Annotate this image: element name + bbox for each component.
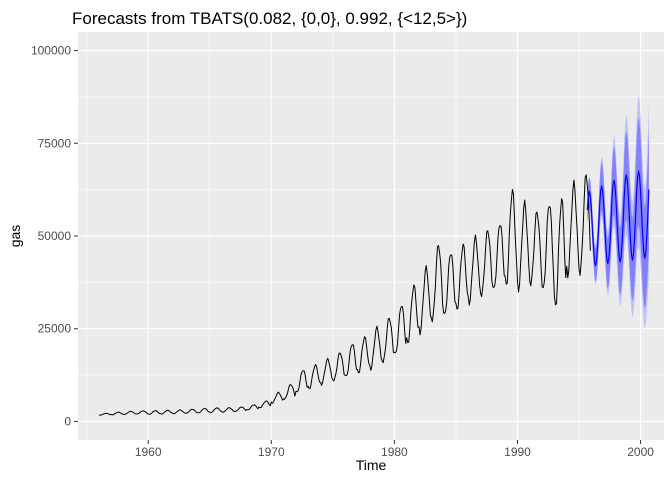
y-tick-label: 75000 [38,136,72,150]
chart-title: Forecasts from TBATS(0.082, {0,0}, 0.992… [72,9,467,28]
y-axis-title: gas [7,225,23,248]
x-tick-label: 1990 [504,445,531,459]
forecast-80-interval [587,116,649,309]
y-tick-label: 50000 [38,229,72,243]
gridlines [78,32,664,440]
observed-series-line [98,174,591,416]
y-tick-label: 0 [64,414,71,428]
pi80-band [587,116,649,309]
x-tick-label: 1960 [135,445,162,459]
series-lines [98,170,650,416]
x-tick-label: 1980 [381,445,408,459]
axes: 1960 1970 1980 1990 2000 0 25000 50000 75000 1000… [31,44,654,459]
x-tick-label: 2000 [627,445,654,459]
x-tick-label: 1970 [258,445,285,459]
x-axis-title: Time [356,457,387,473]
y-tick-label: 25000 [38,322,72,336]
y-tick-label: 100000 [31,44,71,58]
forecast-series-line [586,170,650,267]
